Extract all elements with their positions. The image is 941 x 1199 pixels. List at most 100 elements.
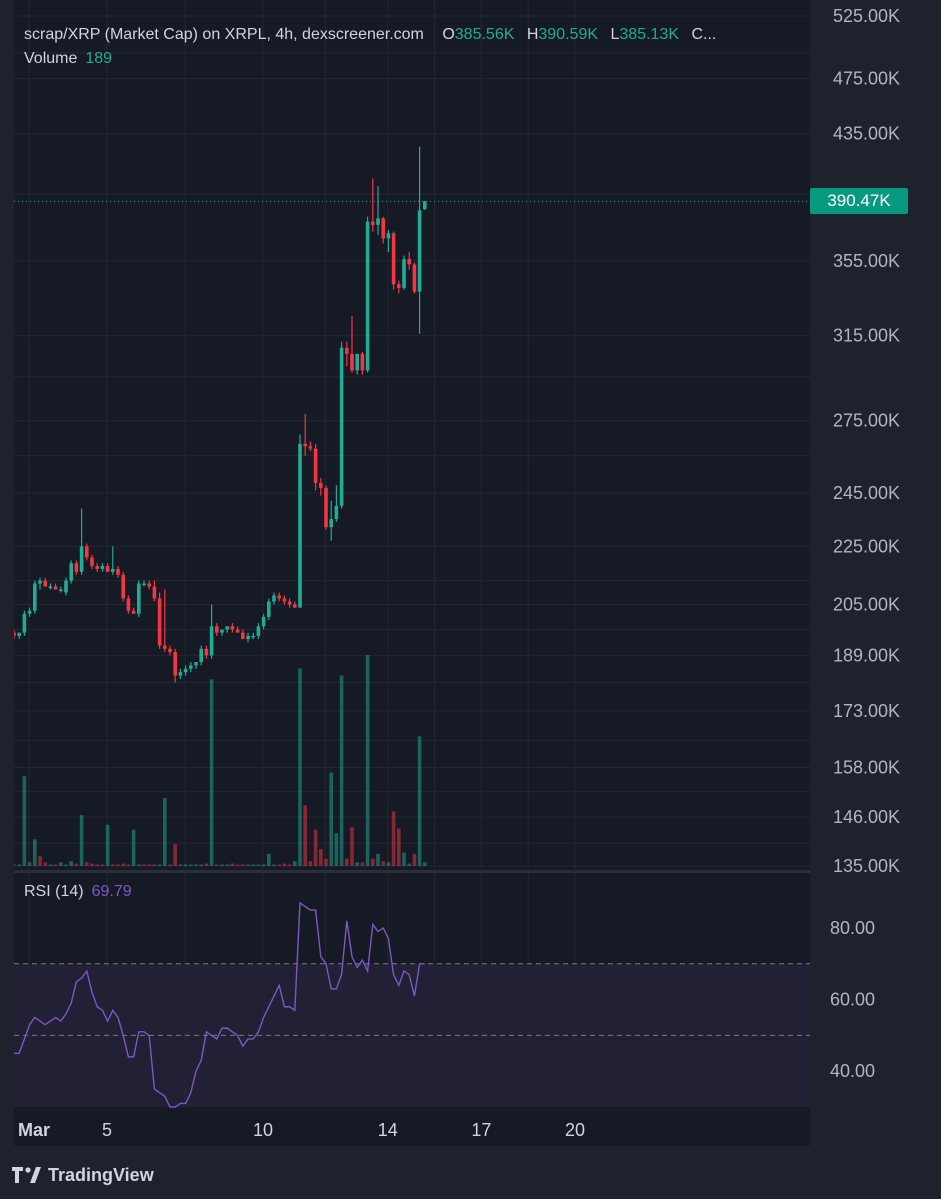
candle-body (345, 347, 349, 354)
low-value: 385.13K (619, 26, 679, 43)
time-tick-label: 10 (253, 1120, 273, 1140)
candle-body (43, 580, 47, 587)
volume-bar (261, 864, 266, 866)
volume-bar (339, 675, 344, 866)
candle-body (391, 233, 396, 285)
candle-body (334, 505, 339, 520)
volume-bar (303, 805, 307, 866)
volume-bar (241, 864, 245, 866)
candle-body (423, 201, 427, 210)
volume-bar (38, 856, 42, 866)
volume-bar (163, 798, 167, 866)
volume-bar (350, 827, 354, 866)
candle-body (246, 635, 250, 640)
volume-bar (246, 864, 250, 866)
volume-bar (397, 828, 401, 866)
volume-bar (100, 864, 105, 866)
candle-body (38, 580, 42, 584)
price-tick-label: 189.00K (833, 645, 900, 665)
volume-bar (230, 863, 235, 866)
candle-body (355, 353, 359, 371)
candle-body (381, 218, 385, 239)
candle-body (235, 629, 240, 633)
candle-body (251, 635, 255, 638)
volume-bar (412, 853, 417, 866)
candle-body (59, 589, 63, 591)
rsi-tick-label: 60.00 (830, 990, 875, 1010)
price-tick-label: 315.00K (833, 326, 900, 346)
candle-body (376, 218, 380, 225)
volume-bar (33, 839, 37, 866)
candle-body (360, 353, 365, 371)
volume-bar (105, 824, 110, 866)
volume-bar (147, 864, 151, 866)
volume-bar (360, 862, 365, 866)
volume-bar (48, 864, 53, 866)
pane-separator (14, 870, 810, 873)
volume-bar (121, 863, 125, 866)
volume-bar (173, 844, 177, 866)
candle-body (386, 233, 391, 239)
volume-bar (381, 861, 385, 866)
open-value: 385.56K (454, 26, 515, 43)
volume-bar (79, 815, 84, 866)
volume-bar (391, 811, 396, 866)
volume-bar (371, 858, 375, 866)
rsi-value: 69.79 (91, 883, 132, 900)
price-tick-label: 245.00K (833, 483, 900, 503)
candle-body (371, 221, 375, 225)
candle-body (85, 546, 89, 558)
time-tick-label: 20 (565, 1120, 585, 1140)
candle-body (230, 626, 235, 630)
volume-bar (43, 862, 47, 866)
symbol-legend: scrap/XRP (Market Cap) on XRPL, 4h, dexs… (24, 26, 716, 44)
open-label: O (442, 26, 455, 43)
volume-bar (215, 864, 219, 866)
volume-bar (407, 863, 411, 866)
volume-bar (423, 862, 427, 866)
candle-body (412, 264, 417, 292)
chart-area (14, 0, 810, 1146)
candle-body (308, 446, 313, 449)
candle-body (64, 580, 68, 593)
candle-body (241, 632, 245, 640)
volume-bar (199, 864, 203, 866)
candle-body (199, 648, 203, 663)
candle-body (324, 487, 328, 528)
current-price-tag: 390.47K (810, 188, 908, 214)
low-label: L (610, 26, 620, 43)
candle-body (225, 626, 229, 630)
volume-bar (204, 863, 209, 866)
rsi-legend: RSI (14) 69.79 (24, 883, 132, 901)
candle-body (53, 586, 58, 590)
candle-body (189, 665, 193, 669)
price-tick-label: 158.00K (833, 758, 900, 778)
price-tick-label: 355.00K (833, 251, 900, 271)
candle-body (267, 601, 271, 617)
volume-bar (376, 853, 380, 866)
candle-body (137, 583, 141, 614)
volume-bar (417, 736, 422, 866)
rsi-line (14, 901, 425, 1108)
candle-body (17, 632, 21, 636)
volume-bar (189, 864, 193, 866)
volume-bar (293, 861, 297, 866)
candle-body (220, 629, 224, 633)
price-tick-label: 225.00K (833, 536, 900, 556)
tradingview-brand[interactable]: TradingView (12, 1163, 154, 1187)
candle-body (33, 583, 37, 611)
volume-bar (168, 864, 172, 866)
high-label: H (526, 26, 539, 43)
candle-body (142, 583, 146, 586)
price-tick-label: 475.00K (833, 69, 900, 89)
volume-bar (282, 863, 287, 866)
volume-bar (53, 864, 58, 866)
candle-body (272, 595, 276, 602)
rsi-tick-label: 80.00 (830, 918, 875, 938)
volume-bar (90, 863, 94, 866)
volume-bar (287, 864, 292, 866)
candle-body (74, 563, 79, 572)
volume-bar (183, 864, 188, 866)
candle-body (105, 566, 110, 572)
